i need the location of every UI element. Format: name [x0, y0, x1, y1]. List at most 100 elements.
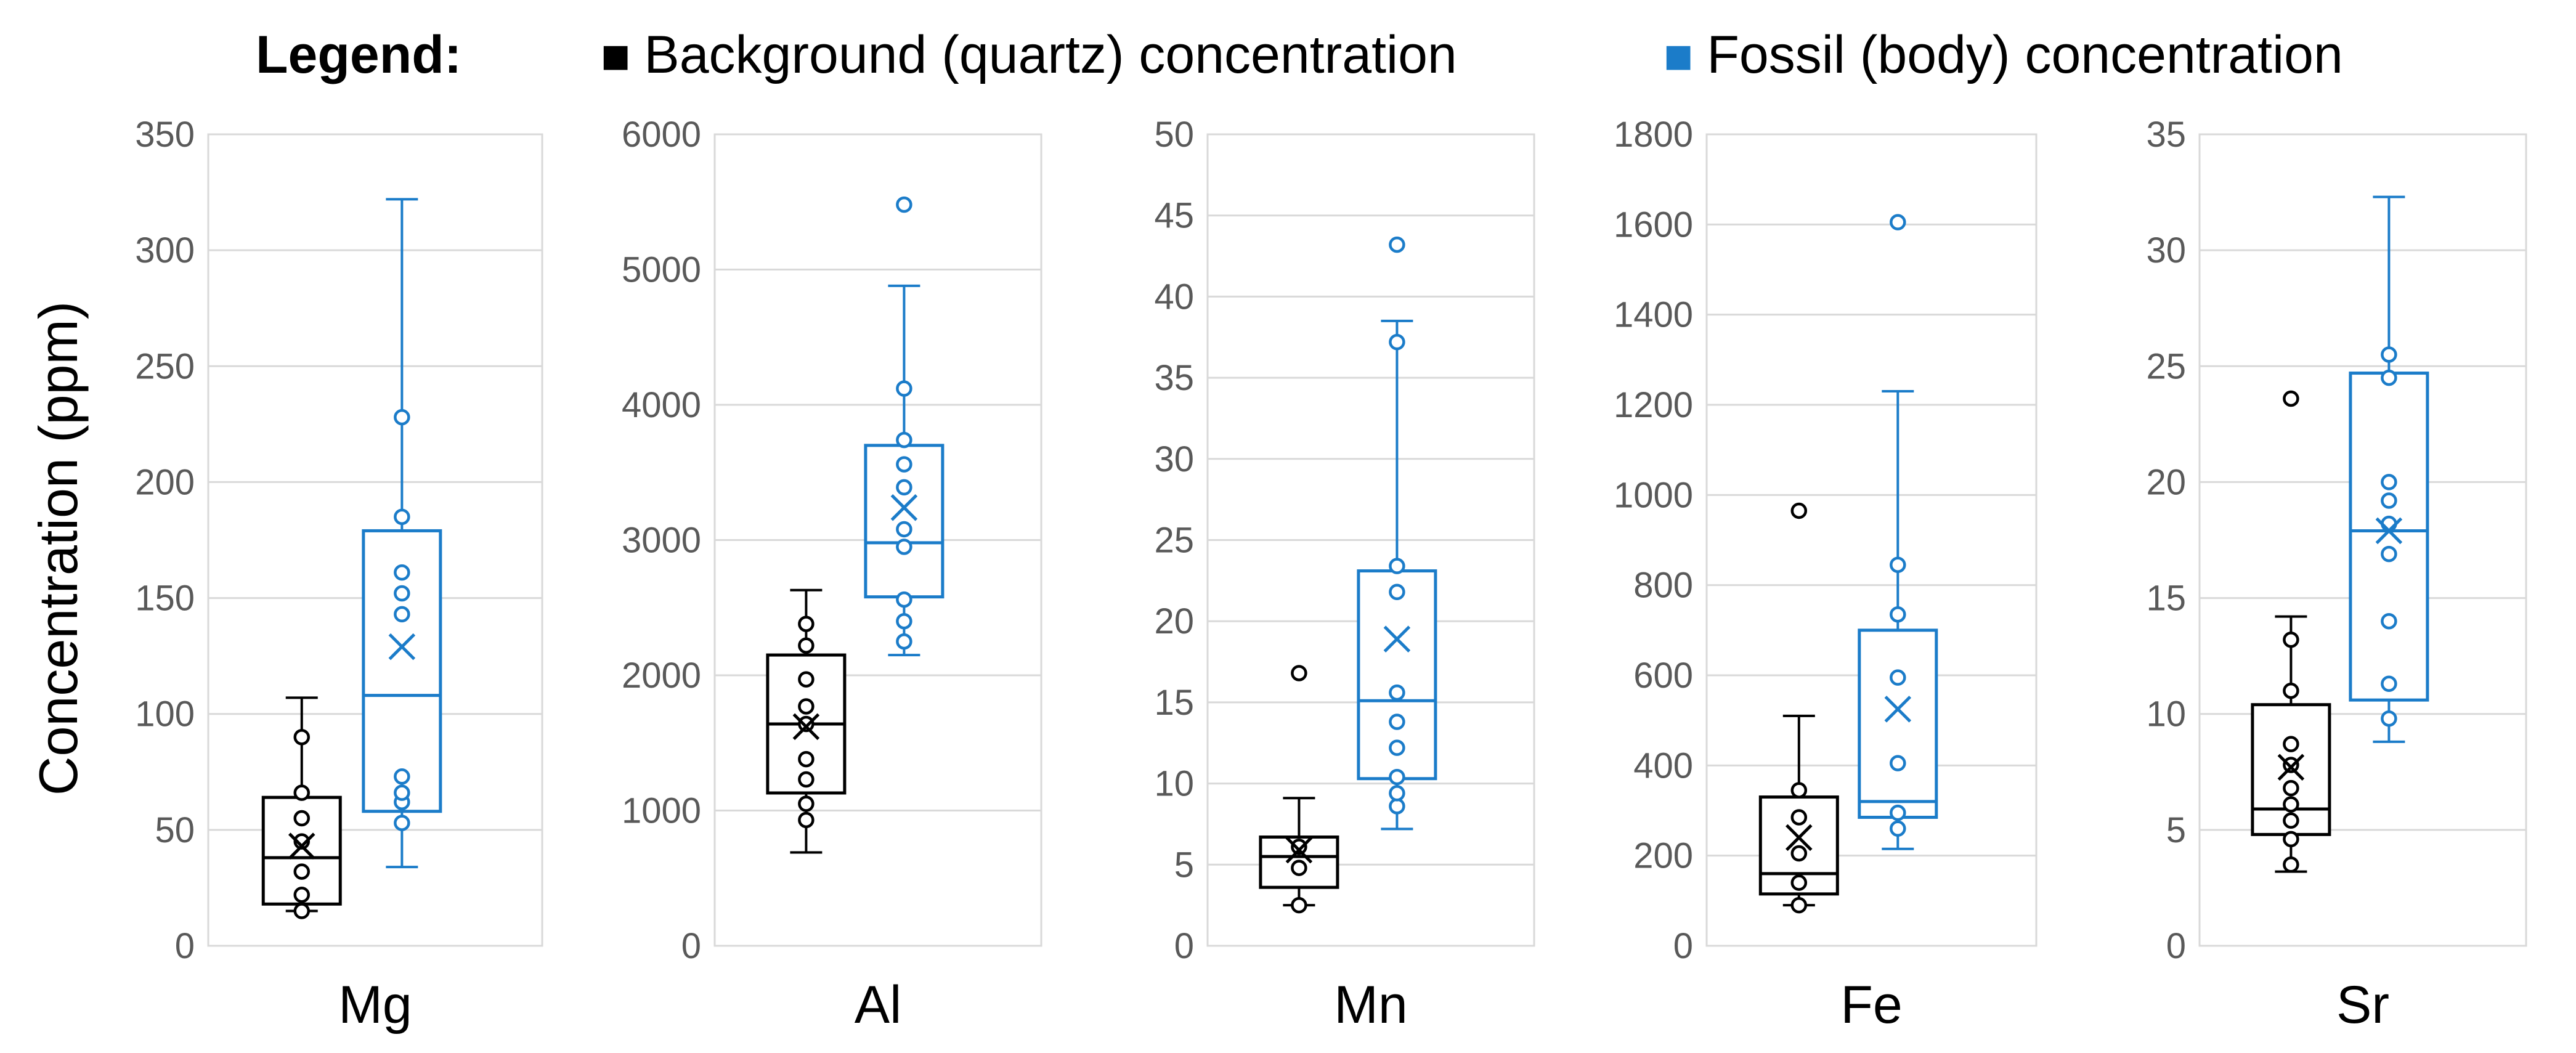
- y-tick-label: 6000: [622, 115, 701, 155]
- y-tick-label: 200: [1633, 836, 1693, 876]
- fossil-box: [1858, 214, 1938, 850]
- y-tick-label: 25: [2146, 346, 2186, 386]
- data-point: [2283, 757, 2299, 773]
- data-point: [1790, 502, 1808, 519]
- panel-al: 0 1000 2000 3000 4000 5000 6000 Al: [622, 115, 1042, 1035]
- data-point: [293, 886, 311, 903]
- data-point: [1890, 669, 1906, 686]
- y-tick-label: 5: [2166, 810, 2186, 850]
- data-point: [293, 784, 311, 801]
- data-point: [1790, 845, 1808, 862]
- y-tick-label: 0: [1174, 926, 1194, 966]
- data-point: [394, 508, 410, 526]
- data-point: [1291, 665, 1307, 681]
- data-point: [2283, 831, 2299, 848]
- fossil-box: [2349, 195, 2429, 743]
- plot-frame: [1705, 133, 2038, 947]
- data-point: [2381, 710, 2397, 727]
- legend-item-background: ■ Background (quartz) concentration: [601, 25, 1457, 86]
- y-tick-label: 1600: [1614, 205, 1693, 245]
- y-tick-label: 5: [1174, 845, 1194, 885]
- data-point: [2381, 346, 2397, 363]
- data-point: [2381, 369, 2397, 386]
- data-point: [1790, 782, 1808, 799]
- iqr-box: [1858, 628, 1938, 819]
- y-tick-label: 600: [1633, 656, 1693, 696]
- plot-frame: [207, 133, 543, 947]
- y-tick-label: 30: [1154, 439, 1194, 479]
- category-label: Mg: [338, 975, 412, 1035]
- data-point: [1291, 839, 1307, 855]
- background-box: [2251, 390, 2331, 873]
- category-label: Al: [855, 975, 901, 1035]
- data-point: [1890, 556, 1906, 573]
- y-tick-label: 50: [1154, 115, 1194, 155]
- data-point: [394, 585, 410, 602]
- data-point: [1790, 874, 1808, 891]
- y-tick-label: 25: [1154, 521, 1194, 561]
- blue-square-icon: ■: [1664, 28, 1694, 83]
- mean-marker: [2277, 754, 2305, 781]
- data-point: [2283, 632, 2299, 648]
- y-tick-label: 0: [2166, 926, 2186, 966]
- legend-title: Legend:: [256, 25, 462, 84]
- data-point: [293, 729, 311, 746]
- data-point: [798, 715, 815, 733]
- data-point: [798, 811, 815, 829]
- mean-marker: [890, 494, 918, 521]
- data-point: [896, 431, 912, 449]
- data-point: [896, 196, 912, 213]
- mean-marker: [1383, 625, 1411, 653]
- background-box: [766, 588, 847, 854]
- panel-sr: 0 5 10 15 20 25 30 35 Sr: [2146, 115, 2527, 1035]
- plot-frame: [1206, 133, 1535, 947]
- y-tick-label: 5000: [622, 250, 701, 290]
- y-tick-label: 250: [135, 346, 195, 386]
- data-point: [1291, 860, 1307, 876]
- mean-marker: [1786, 824, 1813, 852]
- y-tick-label: 300: [135, 230, 195, 270]
- data-point: [1389, 558, 1405, 574]
- data-point: [1389, 768, 1405, 786]
- data-point: [1389, 583, 1405, 601]
- y-tick-label: 2000: [622, 656, 701, 696]
- data-point: [293, 863, 311, 880]
- iqr-box: [2349, 372, 2429, 702]
- data-point: [798, 771, 815, 788]
- data-point: [1389, 714, 1405, 730]
- category-label: Sr: [2336, 975, 2389, 1035]
- mean-marker: [792, 713, 820, 741]
- y-tick-label: 50: [155, 810, 195, 850]
- mean-marker: [2375, 517, 2403, 545]
- legend-label-background: Background (quartz) concentration: [644, 25, 1457, 84]
- data-point: [1389, 798, 1405, 815]
- data-point: [2283, 779, 2299, 797]
- panel-mn: 0 5 10 15 20 25 30 35 40 45 50 Mn: [1154, 115, 1535, 1035]
- data-point: [896, 380, 912, 397]
- y-tick-label: 0: [1673, 926, 1693, 966]
- data-point: [896, 633, 912, 650]
- data-point: [2283, 682, 2299, 699]
- data-point: [1389, 739, 1405, 756]
- data-point: [896, 456, 912, 473]
- category-label: Mn: [1334, 975, 1407, 1035]
- data-point: [394, 768, 410, 785]
- data-point: [798, 795, 815, 812]
- data-point: [394, 606, 410, 623]
- y-tick-label: 400: [1633, 746, 1693, 786]
- data-point: [798, 750, 815, 768]
- data-point: [798, 671, 815, 688]
- y-tick-label: 40: [1154, 277, 1194, 317]
- data-point: [2283, 796, 2299, 813]
- fossil-box: [864, 196, 945, 657]
- data-point: [2381, 492, 2397, 509]
- data-point: [1890, 755, 1906, 771]
- background-box: [1758, 502, 1839, 914]
- y-tick-label: 45: [1154, 196, 1194, 236]
- y-tick-label: 100: [135, 694, 195, 734]
- data-point: [394, 815, 410, 831]
- data-point: [798, 698, 815, 715]
- data-point: [1389, 785, 1405, 802]
- data-point: [2283, 390, 2299, 407]
